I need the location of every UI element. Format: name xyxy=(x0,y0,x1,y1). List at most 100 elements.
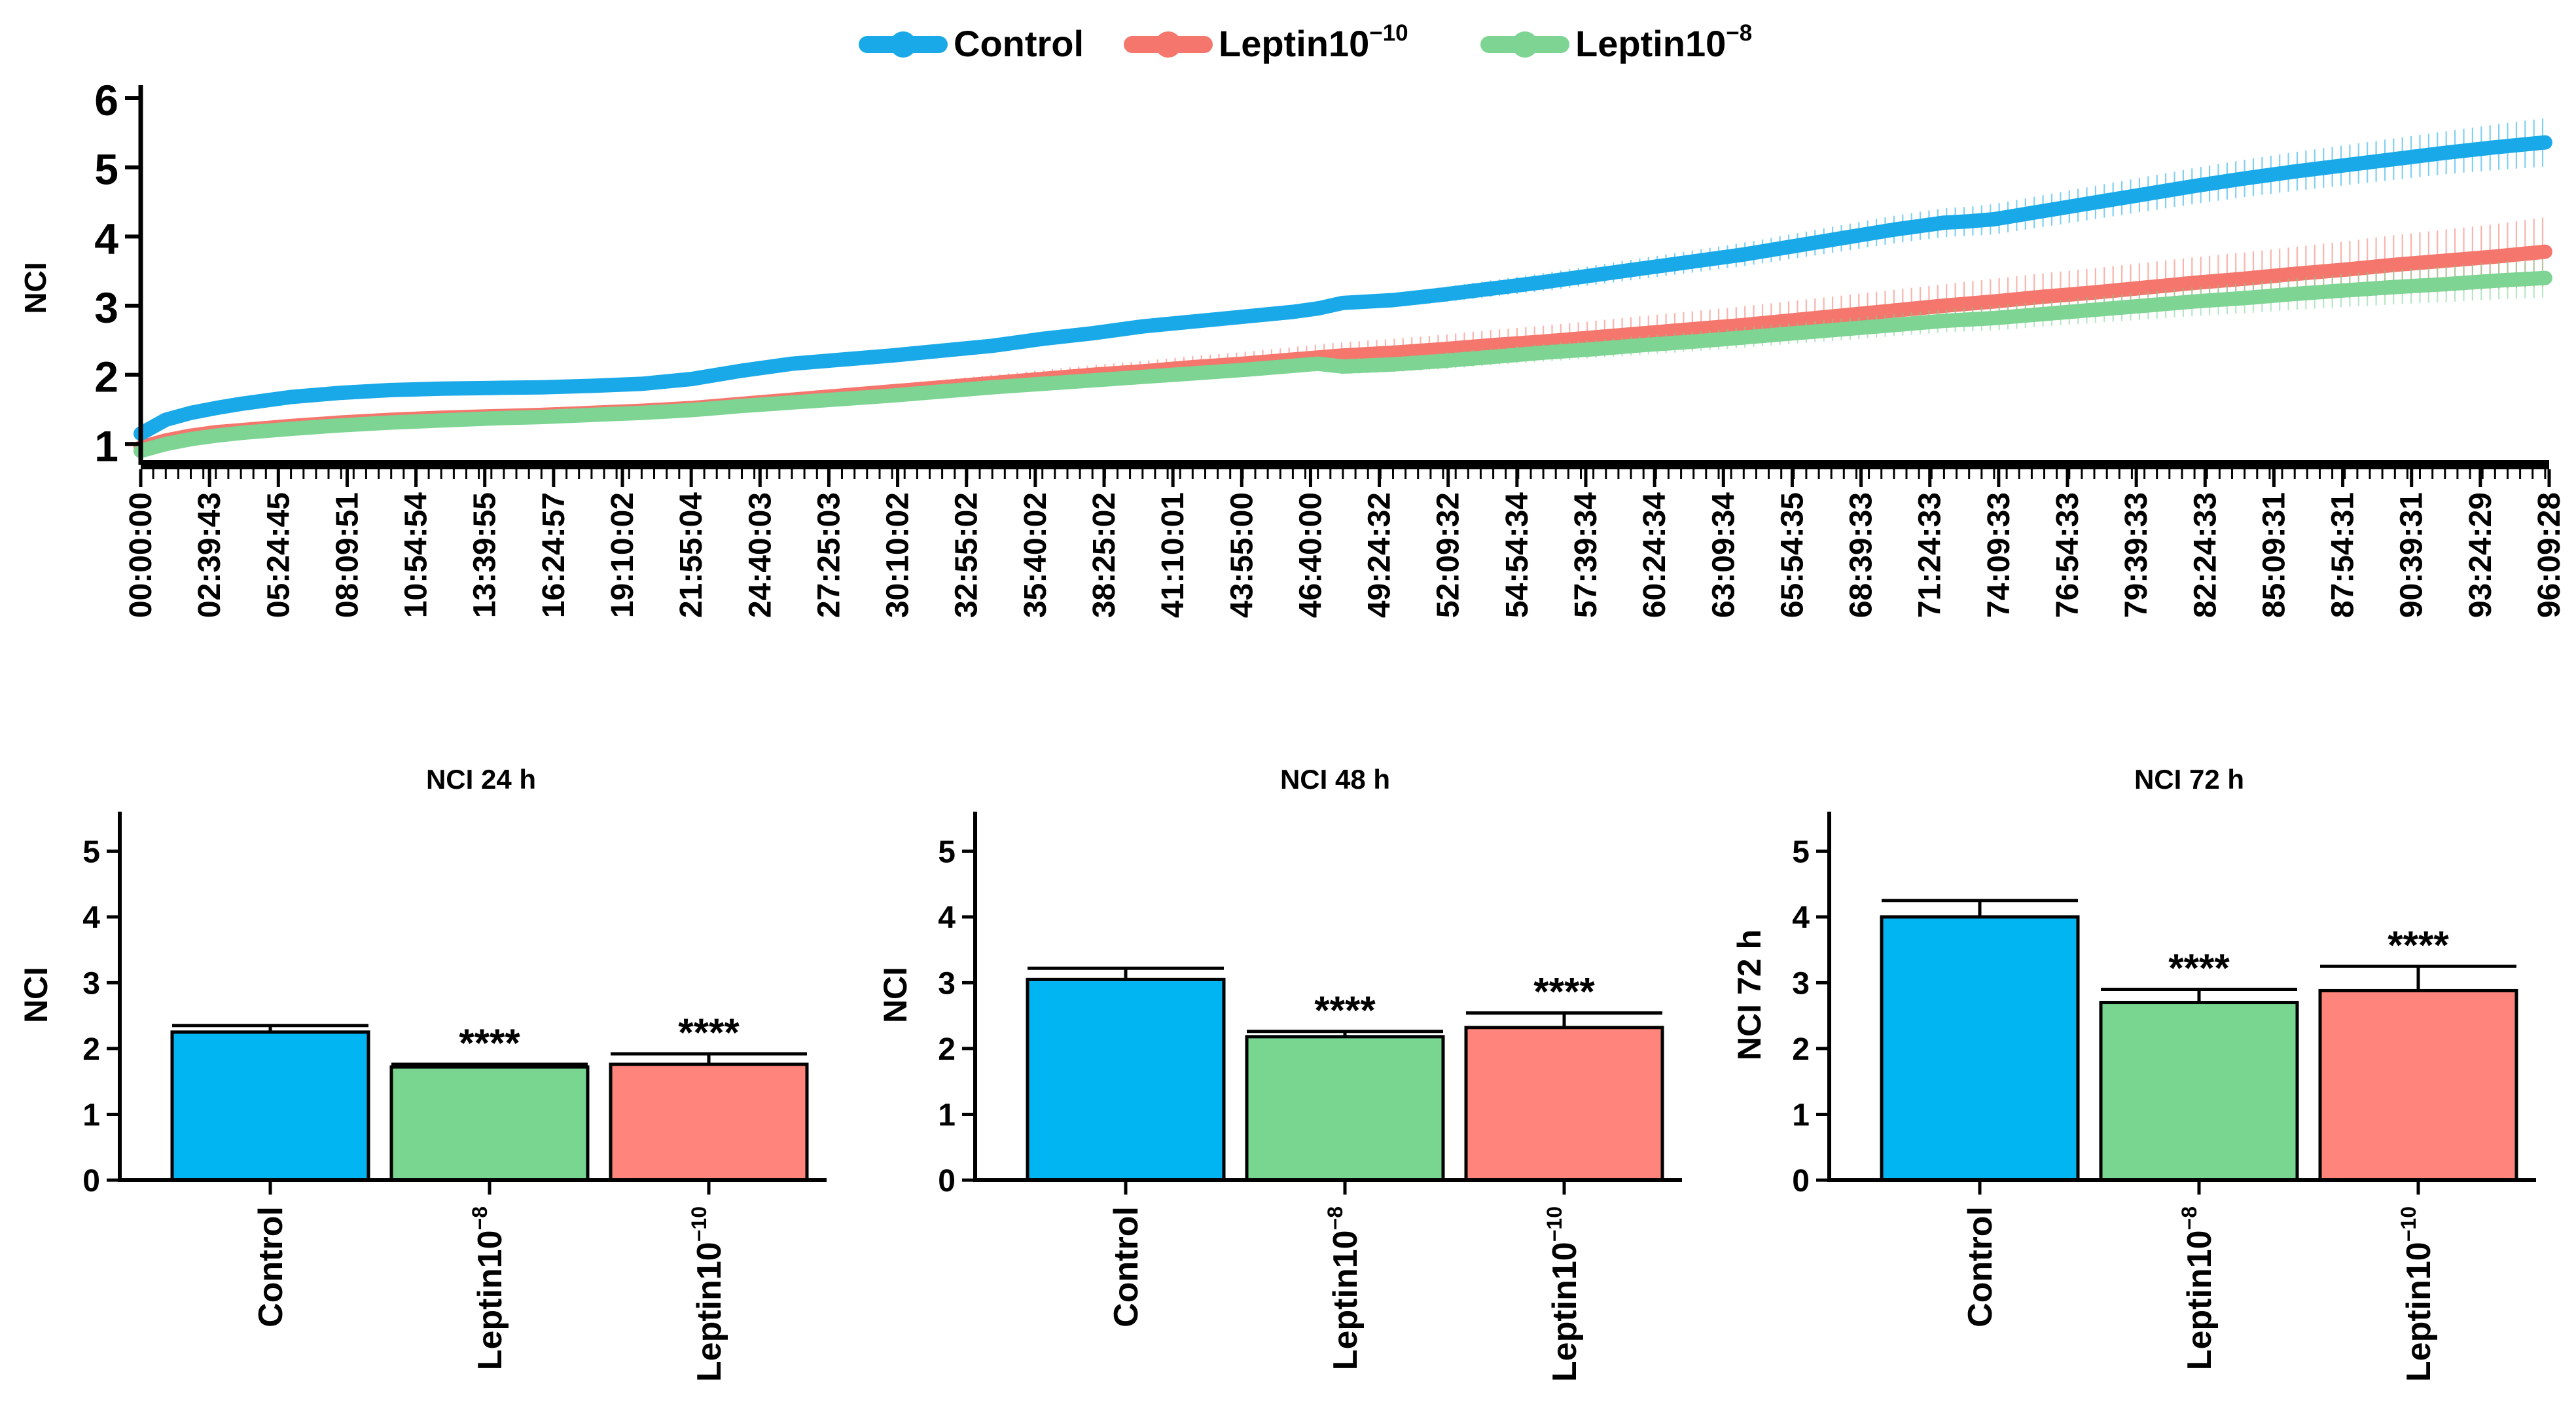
x-tick-label: 24:40:03 xyxy=(743,492,778,618)
bar-Leptin10−8 xyxy=(389,1065,590,1182)
y-tick-label: 1 xyxy=(82,1098,100,1132)
line-Control xyxy=(134,135,2552,441)
line-series-group xyxy=(134,118,2552,458)
y-tick-label: 1 xyxy=(1792,1098,1810,1132)
x-tick-label: 30:10:02 xyxy=(881,492,916,618)
x-tick-label: 71:24:33 xyxy=(1913,492,1948,618)
x-tick-label: 00:00:00 xyxy=(124,492,158,618)
y-tick-label: 2 xyxy=(1792,1032,1810,1067)
legend-label: Leptin10−8 xyxy=(1575,20,1752,64)
x-minor-ticks xyxy=(139,469,2547,479)
significance-label: **** xyxy=(2168,946,2230,990)
category-label: Leptin10−8 xyxy=(2177,1206,2219,1370)
y-tick-label: 0 xyxy=(1792,1164,1810,1198)
category-label: Leptin10−10 xyxy=(2397,1206,2438,1382)
x-tick-label: 60:24:34 xyxy=(1637,492,1672,618)
x-tick-label: 79:39:33 xyxy=(2119,492,2154,618)
legend-item-Leptin10−8: Leptin10−8 xyxy=(1480,20,1752,64)
y-tick-label: 4 xyxy=(1792,901,1810,935)
x-tick-label: 49:24:32 xyxy=(1363,492,1397,618)
x-tick-label: 13:39:55 xyxy=(468,492,503,618)
x-tick-label: 90:39:31 xyxy=(2395,492,2429,618)
significance-label: **** xyxy=(459,1021,520,1065)
x-tick-label: 41:10:01 xyxy=(1156,492,1190,618)
bar-chart-y-axis-label: NCI xyxy=(18,967,54,1023)
y-tick-label: 2 xyxy=(82,1032,100,1067)
y-tick-label: 6 xyxy=(94,76,118,124)
significance-label: **** xyxy=(678,1011,740,1054)
bar-Control xyxy=(1026,977,1226,1182)
y-tick-label: 4 xyxy=(938,901,956,935)
line-chart-axes: 1 2 3 4 5 6 00:00:00 02:39:43 05:24:45 08:09:51 10… xyxy=(94,76,2567,618)
y-tick-label: 0 xyxy=(938,1164,956,1198)
x-tick-label: 96:09:28 xyxy=(2532,492,2567,618)
x-tick-label: 76:54:33 xyxy=(2050,492,2085,618)
x-tick-label: 85:09:31 xyxy=(2257,492,2291,618)
x-tick-label: 68:39:33 xyxy=(1844,492,1879,618)
x-tick-label: 08:09:51 xyxy=(330,492,365,618)
bar-chart-72h: NCI 72 h NCI 72 h Control **** Leptin10−8 *… xyxy=(1731,764,2536,1382)
bar-chart-title: NCI 24 h xyxy=(426,764,536,795)
line-Leptin10−8 xyxy=(134,270,2552,458)
x-tick-label: 10:54:54 xyxy=(399,492,434,618)
x-tick-label: 57:39:34 xyxy=(1569,492,1603,618)
y-tick-label: 3 xyxy=(1792,966,1810,1001)
line-chart: Control Leptin10−10 Leptin10−8 NCI 1234560… xyxy=(18,20,2567,618)
x-tick-label: 65:54:35 xyxy=(1775,492,1810,618)
bar-chart-24h: NCI 24 h NCI Control **** Leptin10−8 **** Le… xyxy=(18,764,827,1382)
x-tick-label: 52:09:32 xyxy=(1431,492,1466,618)
x-tick-label: 82:24:33 xyxy=(2188,492,2223,618)
category-label: Control xyxy=(252,1206,290,1327)
x-tick-label: 16:24:57 xyxy=(537,492,571,618)
x-tick-label: 38:25:02 xyxy=(1087,492,1122,618)
bar-Leptin10−8 xyxy=(1245,1035,1445,1182)
y-tick-label: 2 xyxy=(94,353,118,401)
y-tick-label: 1 xyxy=(94,422,118,470)
category-label: Leptin10−8 xyxy=(1323,1206,1365,1370)
line-chart-y-axis-label: NCI xyxy=(18,262,52,314)
bar-chart-48h: NCI 48 h NCI Control **** Leptin10−8 **** Le… xyxy=(877,764,1682,1382)
legend-item-Leptin10−10: Leptin10−10 xyxy=(1124,20,1408,64)
legend-marker xyxy=(1512,31,1538,58)
x-tick-label: 93:24:29 xyxy=(2463,492,2498,618)
y-tick-label: 0 xyxy=(82,1164,100,1198)
significance-label: **** xyxy=(2388,923,2449,967)
y-tick-label: 4 xyxy=(82,901,100,935)
significance-label: **** xyxy=(1314,988,1376,1032)
legend: Control Leptin10−10 Leptin10−8 xyxy=(859,20,1752,64)
y-tick-label: 5 xyxy=(82,835,100,869)
y-tick-label: 5 xyxy=(1792,835,1810,869)
x-tick-label: 35:40:02 xyxy=(1018,492,1053,618)
y-tick-label: 3 xyxy=(94,283,118,332)
legend-item-Control: Control xyxy=(859,23,1084,64)
bar-chart-title: NCI 48 h xyxy=(1280,764,1390,795)
bar-Leptin10−10 xyxy=(1464,1026,1664,1182)
x-tick-label: 63:09:34 xyxy=(1706,492,1741,618)
legend-marker xyxy=(1155,31,1181,58)
y-tick-label: 5 xyxy=(938,835,956,869)
x-tick-label: 46:40:00 xyxy=(1293,492,1328,618)
bar-Leptin10−10 xyxy=(2318,988,2518,1182)
bar-chart-title: NCI 72 h xyxy=(2134,764,2244,795)
legend-label: Leptin10−10 xyxy=(1219,20,1408,64)
bar-chart-y-axis-label: NCI xyxy=(877,967,914,1023)
category-label: Control xyxy=(1107,1206,1145,1327)
x-tick-label: 32:55:02 xyxy=(950,492,984,618)
category-label: Control xyxy=(1961,1206,1999,1327)
bar-chart-y-axis-label: NCI 72 h xyxy=(1731,929,1768,1060)
y-tick-label: 3 xyxy=(938,966,956,1001)
x-tick-label: 02:39:43 xyxy=(192,492,227,618)
x-tick-label: 05:24:45 xyxy=(261,492,296,618)
x-tick-label: 54:54:34 xyxy=(1500,492,1535,618)
bar-Control xyxy=(1880,915,2080,1182)
legend-label: Control xyxy=(954,23,1084,64)
category-label: Leptin10−8 xyxy=(468,1206,509,1370)
x-tick-label: 21:55:04 xyxy=(674,492,709,618)
x-tick-label: 43:55:00 xyxy=(1225,492,1259,618)
x-tick-label: 74:09:33 xyxy=(1982,492,2016,618)
x-tick-label: 87:54:31 xyxy=(2326,492,2361,618)
y-tick-label: 5 xyxy=(94,145,118,194)
series-Leptin10−8 xyxy=(134,259,2552,458)
legend-marker xyxy=(890,31,916,58)
